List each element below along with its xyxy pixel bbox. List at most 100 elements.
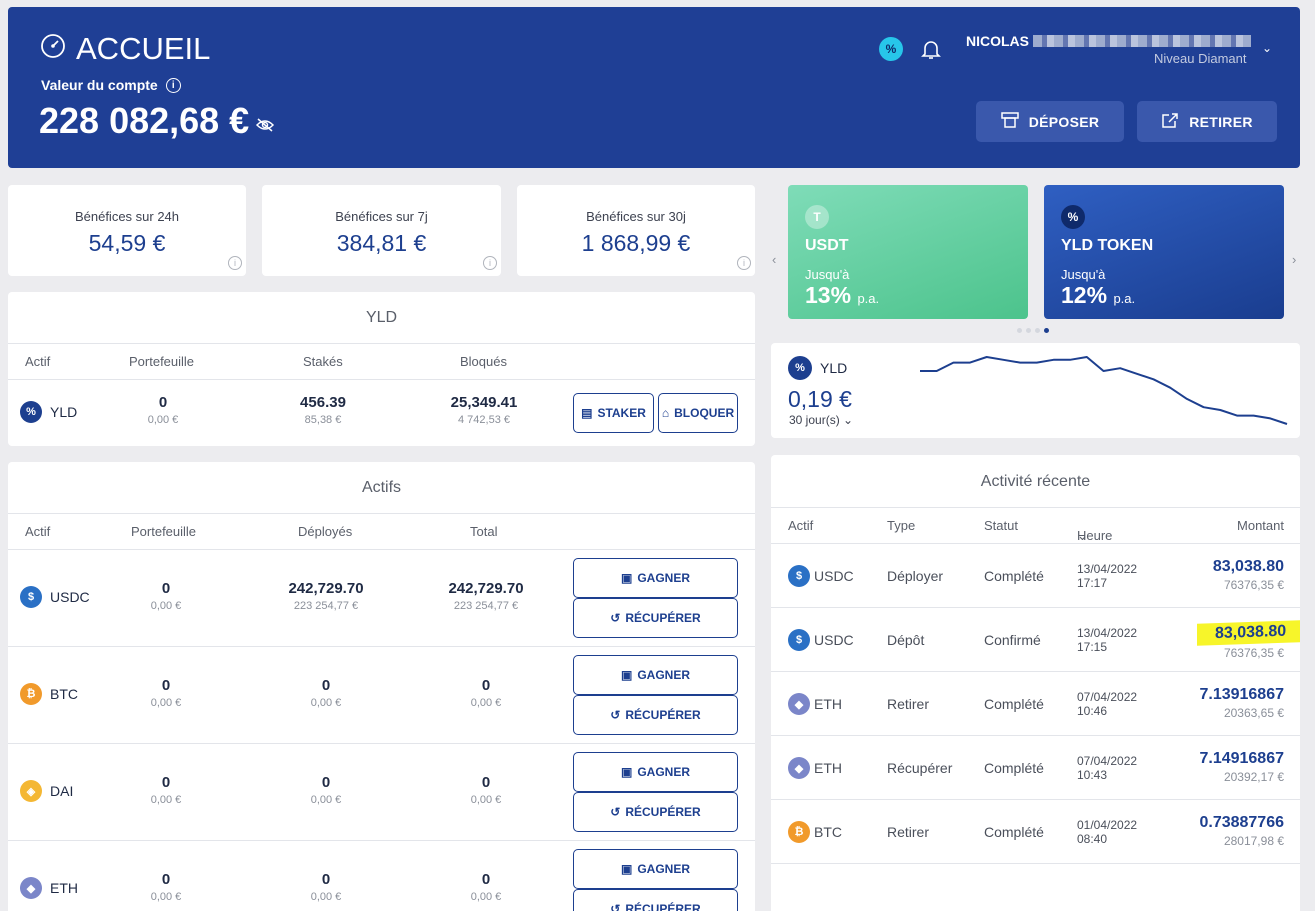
- withdraw-button[interactable]: RETIRER: [1137, 101, 1277, 142]
- earn-button[interactable]: ▣ GAGNER: [573, 849, 738, 889]
- activity-row[interactable]: ◆ ETH Retirer Complété 07/04/2022 10:46 7.…: [771, 672, 1300, 736]
- deployed-amount: 0: [321, 774, 331, 791]
- wallet-cell: 0 0,00 €: [151, 677, 182, 709]
- price-asset-name: YLD: [820, 360, 848, 376]
- amount-value: 7.13916867: [1199, 686, 1284, 703]
- staked-eur: 85,38 €: [304, 414, 342, 426]
- deployed-cell: 0 0,00 €: [311, 871, 342, 903]
- table-row: $ USDC 0 0,00 € 242,729.70 223 254,77 € …: [8, 550, 755, 647]
- carousel-dot[interactable]: [1026, 328, 1031, 333]
- price-sparkline: [920, 356, 1288, 425]
- percent-badge-icon[interactable]: %: [879, 37, 903, 61]
- asset-cell: % YLD: [20, 401, 77, 423]
- promo-rate: 13% p.a.: [805, 282, 1011, 309]
- recover-button[interactable]: ↺ RÉCUPÉRER: [573, 598, 738, 638]
- activity-amount: 83,038.80 76376,35 €: [1196, 620, 1300, 660]
- section-title: YLD: [8, 292, 755, 344]
- earn-button[interactable]: ▣ GAGNER: [573, 752, 738, 792]
- profit-label: Bénéfices sur 30j: [586, 209, 686, 224]
- lock-label: BLOQUER: [674, 406, 735, 420]
- eye-hide-icon[interactable]: [255, 100, 275, 142]
- locked-amount: 25,349.41: [450, 394, 518, 411]
- carousel-prev-icon[interactable]: ‹: [772, 252, 777, 267]
- activity-datetime: 13/04/2022 17:15: [1077, 626, 1137, 654]
- deployed-eur: 0,00 €: [310, 891, 342, 903]
- recover-button[interactable]: ↺ RÉCUPÉRER: [573, 792, 738, 832]
- total-amount: 0: [481, 677, 491, 694]
- table-header: Actif Portefeuille Stakés Bloqués: [8, 344, 755, 380]
- bell-icon[interactable]: [919, 37, 943, 61]
- promo-card-yld[interactable]: % YLD TOKEN Jusqu'à 12% p.a.: [1044, 185, 1284, 319]
- recover-button[interactable]: ↺ RÉCUPÉRER: [573, 889, 738, 911]
- activity-status: Complété: [984, 824, 1044, 840]
- info-icon[interactable]: i: [165, 77, 181, 93]
- period-select[interactable]: 30 jour(s) ⌄: [789, 413, 853, 427]
- promo-rate-suffix: p.a.: [857, 291, 880, 306]
- amount-eur: 28017,98 €: [1223, 834, 1284, 848]
- promo-card-usdt[interactable]: T USDT Jusqu'à 13% p.a.: [788, 185, 1028, 319]
- column-header: Actif: [25, 524, 51, 539]
- yld-token-icon: %: [1061, 205, 1085, 229]
- user-level: Niveau Diamant: [1154, 51, 1247, 66]
- activity-row[interactable]: $ USDC Déployer Complété 13/04/2022 17:17 …: [771, 544, 1300, 608]
- deposit-icon: [1000, 112, 1019, 131]
- amount-value: 83,038.80: [1212, 558, 1284, 575]
- cash-icon: ▣: [620, 668, 633, 682]
- total-eur: 223 254,77 €: [453, 600, 519, 612]
- recover-label: RÉCUPÉRER: [625, 611, 701, 625]
- recover-button[interactable]: ↺ RÉCUPÉRER: [573, 695, 738, 735]
- staked-amount: 456.39: [300, 394, 346, 411]
- eth-coin-icon: ◆: [20, 877, 42, 899]
- lock-button[interactable]: ⌂ BLOQUER: [658, 393, 738, 433]
- hand-coin-icon: ↺: [610, 805, 621, 819]
- total-eur: 0,00 €: [470, 697, 502, 709]
- activity-datetime: 01/04/2022 08:40: [1077, 818, 1137, 846]
- activity-date: 07/04/2022: [1077, 690, 1138, 704]
- activity-row[interactable]: ₿ BTC Retirer Complété 01/04/2022 08:40 0.…: [771, 800, 1300, 864]
- table-row: ◈ DAI 0 0,00 € 0 0,00 € 0 0,00 € ▣ GAGNE…: [8, 744, 755, 841]
- wallet-eur: 0,00 €: [150, 697, 182, 709]
- yld-coin-icon: %: [20, 401, 42, 423]
- carousel-next-icon[interactable]: ›: [1292, 252, 1297, 267]
- activity-row[interactable]: ◆ ETH Récupérer Complété 07/04/2022 10:43 …: [771, 736, 1300, 800]
- carousel-dot[interactable]: [1017, 328, 1022, 333]
- earn-label: GAGNER: [637, 668, 690, 682]
- column-header: Bloqués: [460, 354, 507, 369]
- activity-row[interactable]: $ USDC Dépôt Confirmé 13/04/2022 17:15 83,…: [771, 608, 1300, 672]
- activity-status: Complété: [984, 696, 1044, 712]
- activity-amount: 7.13916867 20363,65 €: [1199, 686, 1284, 720]
- cash-icon: ▣: [620, 862, 633, 876]
- table-header: Actif Portefeuille Déployés Total: [8, 514, 755, 550]
- deployed-eur: 223 254,77 €: [293, 600, 359, 612]
- table-row: ₿ BTC 0 0,00 € 0 0,00 € 0 0,00 € ▣ GAGNE…: [8, 647, 755, 744]
- wallet-amount: 0: [161, 774, 171, 791]
- profit-card-30d: Bénéfices sur 30j 1 868,99 € i: [517, 185, 755, 276]
- activity-asset: ₿ BTC: [788, 821, 842, 843]
- tether-icon: T: [805, 205, 829, 229]
- earn-button[interactable]: ▣ GAGNER: [573, 558, 738, 598]
- asset-name: BTC: [50, 686, 78, 702]
- activity-time: 08:40: [1077, 832, 1108, 846]
- column-header: Total: [470, 524, 498, 539]
- deposit-button[interactable]: DÉPOSER: [976, 101, 1124, 142]
- chevron-down-icon[interactable]: ⌄: [1262, 41, 1273, 55]
- activity-date: 07/04/2022: [1077, 754, 1138, 768]
- table-row: ◆ ETH 0 0,00 € 0 0,00 € 0 0,00 € ▣ GAGNE…: [8, 841, 755, 911]
- activity-type: Retirer: [887, 696, 930, 712]
- info-icon[interactable]: i: [483, 256, 497, 270]
- carousel-dot[interactable]: [1044, 328, 1049, 333]
- amount-eur: 76376,35 €: [1223, 646, 1284, 660]
- earn-button[interactable]: ▣ GAGNER: [573, 655, 738, 695]
- stake-button[interactable]: ▤ STAKER: [573, 393, 654, 433]
- asset-name: ETH: [814, 760, 842, 776]
- column-header: Stakés: [303, 354, 343, 369]
- info-icon[interactable]: i: [737, 256, 751, 270]
- table-header: Actif Type Statut Heure ⌄ Montant: [771, 508, 1300, 544]
- info-icon[interactable]: i: [228, 256, 242, 270]
- deployed-amount: 0: [321, 871, 331, 888]
- column-header: Portefeuille: [131, 524, 197, 539]
- user-name[interactable]: NICOLAS: [966, 33, 1251, 49]
- carousel-dot[interactable]: [1035, 328, 1040, 333]
- profit-label: Bénéfices sur 24h: [74, 209, 180, 224]
- cash-icon: ▣: [620, 765, 633, 779]
